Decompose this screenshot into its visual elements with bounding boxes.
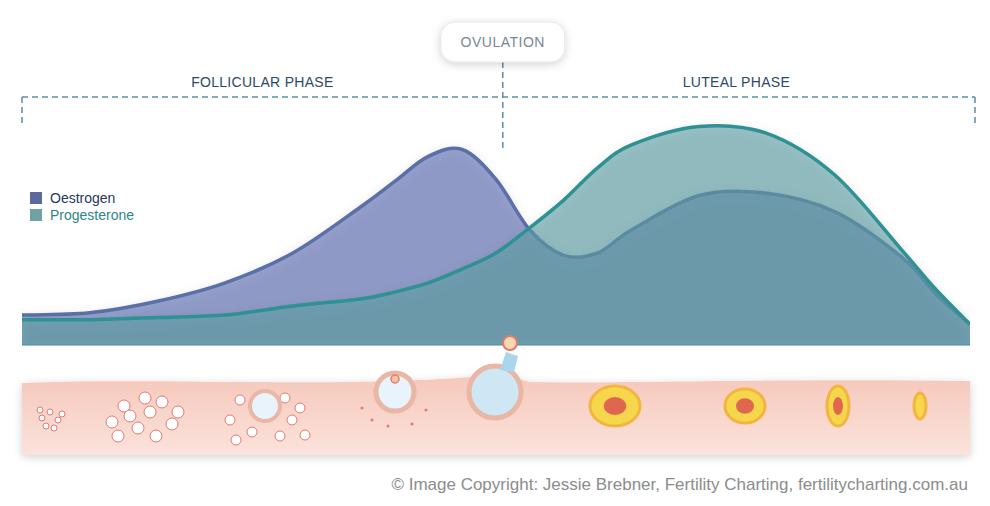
growing-follicle (156, 396, 168, 408)
ovulation-line (502, 62, 504, 152)
phase-label: LUTEAL PHASE (683, 74, 790, 90)
oocyte (391, 375, 399, 383)
growing-follicle (280, 393, 290, 403)
primordial-follicle (55, 417, 61, 423)
growing-follicle (247, 427, 257, 437)
ovulation-label: OVULATION (461, 34, 545, 50)
bracket-line (22, 96, 975, 98)
plot-area (22, 126, 970, 345)
atretic-follicle (411, 423, 414, 426)
growing-follicle (287, 415, 297, 425)
atretic-follicle (425, 409, 428, 412)
area-fill (22, 126, 970, 345)
bracket-end (21, 97, 23, 125)
mature-follicle (469, 366, 521, 418)
legend-label: Oestrogen (50, 190, 115, 206)
growing-follicle (275, 431, 285, 441)
growing-follicle (112, 430, 124, 442)
x-axis-line (22, 345, 970, 346)
corpus-luteum (827, 386, 849, 426)
growing-follicle (144, 406, 156, 418)
atretic-follicle (371, 419, 374, 422)
dominant-follicle (376, 373, 414, 411)
dominant-follicle (250, 391, 280, 421)
primordial-follicle (37, 407, 43, 413)
legend-swatch (30, 192, 42, 204)
growing-follicle (124, 410, 136, 422)
released-oocyte (503, 336, 517, 350)
legend: OestrogenProgesterone (30, 190, 134, 223)
corpus-luteum-core (833, 397, 843, 415)
legend-label: Progesterone (50, 207, 134, 223)
growing-follicle (172, 406, 184, 418)
growing-follicle (106, 416, 118, 428)
growing-follicle (139, 392, 151, 404)
growing-follicle (295, 403, 305, 413)
ovulation-pill (441, 22, 565, 62)
growing-follicle (166, 418, 178, 430)
ovary-strip (22, 336, 970, 455)
growing-follicle (231, 435, 241, 445)
chart-root: FOLLICULAR PHASE LUTEAL PHASE OVULATION Oes… (0, 0, 990, 506)
primordial-follicle (59, 411, 65, 417)
primordial-follicle (43, 423, 49, 429)
phase-label: FOLLICULAR PHASE (191, 74, 334, 90)
growing-follicle (225, 415, 235, 425)
chart-svg: FOLLICULAR PHASE LUTEAL PHASE OVULATION Oes… (0, 0, 990, 506)
atretic-follicle (387, 425, 390, 428)
primordial-follicle (39, 415, 45, 421)
legend-swatch (30, 209, 42, 221)
growing-follicle (235, 395, 245, 405)
growing-follicle (150, 430, 162, 442)
primordial-follicle (47, 409, 53, 415)
growing-follicle (132, 422, 144, 434)
bracket-end (974, 97, 976, 125)
area-line (22, 126, 970, 325)
corpus-luteum (914, 393, 926, 419)
corpus-luteum (590, 386, 640, 426)
rupture (500, 352, 518, 372)
atretic-follicle (361, 407, 364, 410)
corpus-luteum-core (736, 398, 754, 413)
phase-bracket (22, 62, 975, 152)
corpus-luteum-core (604, 397, 627, 415)
growing-follicle (300, 430, 310, 440)
copyright: © Image Copyright: Jessie Brebner, Ferti… (391, 475, 968, 494)
corpus-luteum (725, 389, 765, 423)
primordial-follicle (51, 425, 57, 431)
